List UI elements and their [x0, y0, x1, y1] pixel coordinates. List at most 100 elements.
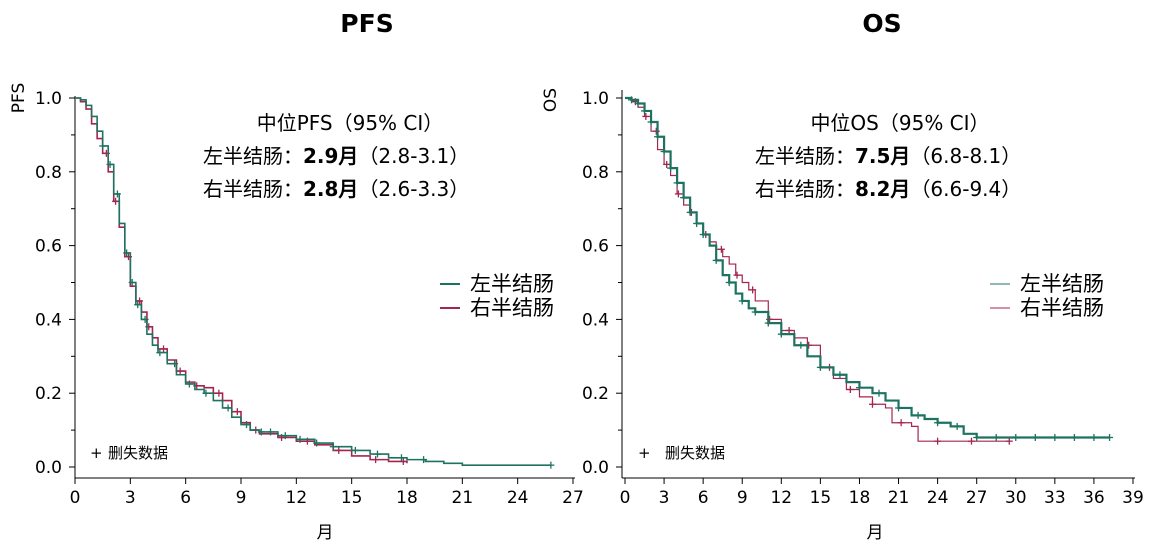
- pfs-censor-mark-left: [281, 432, 289, 440]
- pfs-censor-mark-left: [113, 190, 121, 198]
- pfs-annotation-left-ci: （2.8-3.1）: [358, 144, 469, 168]
- os-censor-mark-right: [766, 315, 774, 323]
- os-curve-left: [625, 96, 1110, 439]
- pfs-y-tick-label: 0.6: [35, 237, 62, 257]
- os-censor-mark-right: [1005, 437, 1013, 445]
- pfs-censor-mark-right: [112, 197, 120, 205]
- pfs-annotation-right-median: 2.8月: [303, 177, 358, 201]
- pfs-panel: PFS PFS 月 0 3 6 9 12 15 18 21 24 27 0.00.20.40.60…: [9, 9, 584, 543]
- pfs-x-tick-label: 24: [507, 488, 529, 508]
- os-x-axis-label: 月: [867, 523, 884, 543]
- pfs-censor-mark-left: [141, 315, 149, 323]
- os-median-annotation: 中位OS（95% CI） 左半结肠：7.5月（6.8-8.1） 右半结肠：8.2…: [755, 111, 1021, 201]
- os-censor-mark-left: [973, 433, 981, 441]
- pfs-x-ticks: 0 3 6 9 12 15 18 21 24 27: [70, 478, 584, 508]
- os-censor-mark-left: [895, 404, 903, 412]
- pfs-x-tick-label: 18: [396, 488, 418, 508]
- os-x-tick-label: 33: [1044, 488, 1066, 508]
- os-censor-mark-left: [1070, 433, 1078, 441]
- os-censor-mark-left: [1051, 433, 1059, 441]
- pfs-censor-mark-right: [335, 446, 343, 454]
- os-x-tick-label: 24: [927, 488, 949, 508]
- os-censor-mark-right: [785, 326, 793, 334]
- os-y-axis-label: OS: [541, 88, 561, 112]
- pfs-censor-mark-left: [296, 435, 304, 443]
- os-censor-mark-right: [717, 245, 725, 253]
- os-annotation-left-ci: （6.8-8.1）: [910, 144, 1021, 168]
- pfs-annotation-right-group: 右半结肠：: [203, 177, 303, 201]
- pfs-y-tick-label: 1.0: [35, 89, 62, 109]
- os-censor-mark-left: [1090, 433, 1098, 441]
- os-x-tick-label: 3: [659, 488, 670, 508]
- pfs-title: PFS: [340, 9, 393, 38]
- os-x-tick-label: 39: [1122, 488, 1144, 508]
- os-censor-mark-right: [967, 437, 975, 445]
- os-censor-mark-left: [647, 118, 655, 126]
- os-censor-mark-left: [1012, 433, 1020, 441]
- os-annotation-row-left: 左半结肠：7.5月（6.8-8.1）: [755, 144, 1021, 168]
- pfs-median-annotation: 中位PFS（95% CI） 左半结肠：2.9月（2.8-3.1） 右半结肠：2.…: [203, 111, 469, 201]
- os-annotation-right-median: 8.2月: [855, 177, 910, 201]
- pfs-censor-mark-right: [399, 457, 407, 465]
- pfs-censor-mark-left: [351, 446, 359, 454]
- os-censor-mark-left: [680, 194, 688, 202]
- os-censor-mark-left: [751, 308, 759, 316]
- os-y-tick-label: 0.0: [582, 458, 609, 478]
- pfs-censor-legend: + 删失数据: [90, 444, 168, 462]
- pfs-x-tick-label: 15: [341, 488, 363, 508]
- os-censor-mark-left: [628, 96, 636, 104]
- os-legend: 左半结肠 右半结肠: [990, 272, 1104, 320]
- os-y-tick-label: 1.0: [582, 89, 609, 109]
- os-y-tick-label: 0.8: [582, 163, 609, 183]
- pfs-y-tick-label: 0.4: [35, 310, 62, 330]
- os-x-tick-label: 30: [1005, 488, 1027, 508]
- pfs-x-tick-label: 12: [286, 488, 308, 508]
- pfs-censor-mark-left: [224, 404, 232, 412]
- os-censor-mark-left: [693, 219, 701, 227]
- os-censor-mark-left: [855, 384, 863, 392]
- os-censor-mark-left: [738, 297, 746, 305]
- os-censor-mark-left: [673, 179, 681, 187]
- os-censor-legend: + 删失数据: [638, 444, 725, 462]
- os-x-tick-label: 6: [698, 488, 709, 508]
- pfs-censor-mark-left: [267, 428, 275, 436]
- os-y-ticks: 0.0 0.2 0.4 0.6 0.8 1.0: [582, 89, 622, 478]
- pfs-censor-mark-left: [171, 360, 179, 368]
- os-censor-mark-left: [764, 319, 772, 327]
- pfs-y-tick-label: 0.8: [35, 163, 62, 183]
- pfs-x-tick-label: 9: [236, 488, 247, 508]
- os-censor-mark-left: [712, 256, 720, 264]
- os-censor-mark-left: [641, 107, 649, 115]
- pfs-x-tick-label: 21: [452, 488, 474, 508]
- pfs-censor-mark-left: [420, 456, 428, 464]
- os-x-tick-label: 27: [966, 488, 988, 508]
- pfs-censor-legend-label: 删失数据: [108, 444, 168, 462]
- os-legend-label-left: 左半结肠: [1020, 272, 1104, 296]
- pfs-censor-mark-right: [215, 389, 223, 397]
- os-censor-mark-right: [642, 112, 650, 120]
- pfs-censor-mark-left: [257, 428, 265, 436]
- os-annotation-left-median: 7.5月: [855, 144, 910, 168]
- os-censor-mark-left: [914, 411, 922, 419]
- pfs-annotation-left-group: 左半结肠：: [203, 144, 303, 168]
- os-x-tick-label: 12: [770, 488, 792, 508]
- pfs-censor-mark-right: [233, 408, 241, 416]
- pfs-annotation-row-right: 右半结肠：2.8月（2.6-3.3）: [203, 177, 469, 201]
- pfs-censor-mark-right: [372, 456, 380, 464]
- os-censor-mark-left: [1106, 433, 1114, 441]
- os-censor-mark-right: [749, 286, 757, 294]
- os-censor-mark-left: [836, 371, 844, 379]
- os-censor-mark-left: [725, 279, 733, 286]
- os-censor-mark-left: [667, 164, 675, 172]
- os-y-tick-label: 0.2: [582, 384, 609, 404]
- pfs-censor-mark-right: [136, 297, 144, 305]
- os-censor-mark-right: [652, 127, 660, 135]
- pfs-censor-mark-left: [123, 249, 131, 257]
- os-censor-mark-right: [934, 437, 942, 445]
- os-x-tick-label: 36: [1083, 488, 1105, 508]
- pfs-censor-mark-left: [128, 279, 136, 286]
- pfs-x-tick-label: 0: [70, 488, 81, 508]
- pfs-y-tick-label: 0.0: [35, 458, 62, 478]
- os-x-ticks: 0 3 6 9 12 15 18 21 24 27 30 33 36 39: [620, 478, 1144, 508]
